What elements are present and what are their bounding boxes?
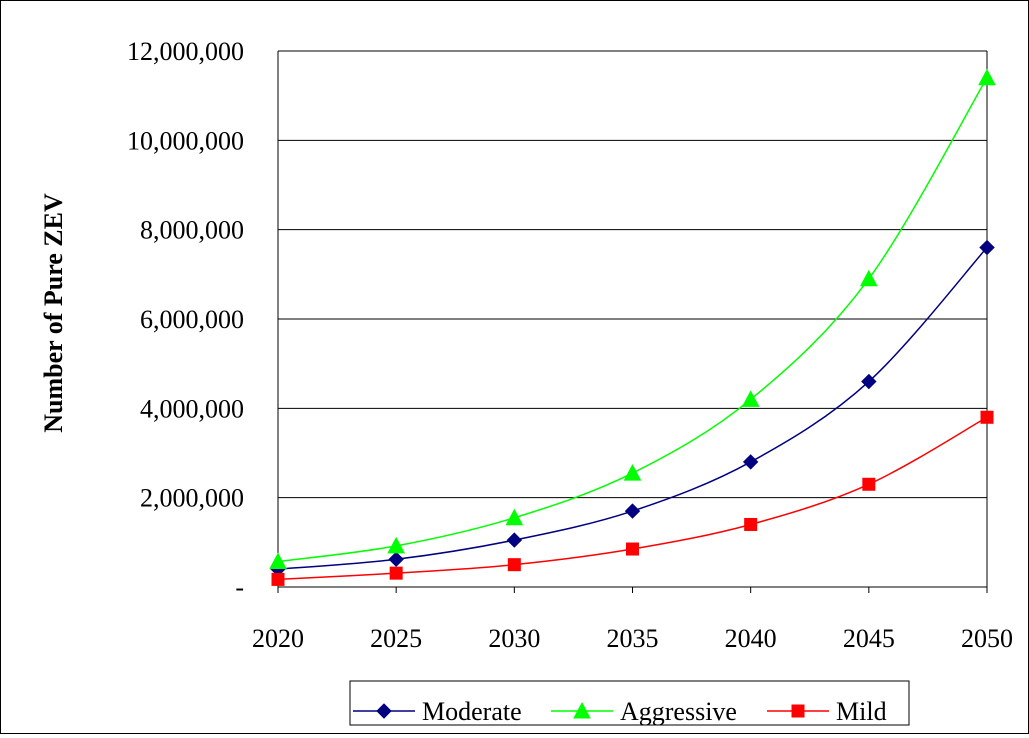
square-marker bbox=[389, 566, 403, 580]
square-marker bbox=[862, 477, 876, 491]
legend-box bbox=[349, 680, 910, 726]
legend-square-marker bbox=[791, 704, 805, 718]
square-marker bbox=[744, 517, 758, 531]
triangle-marker bbox=[269, 552, 287, 570]
triangle-marker bbox=[623, 464, 642, 481]
legend-item-mild: Mild bbox=[767, 697, 887, 726]
series bbox=[269, 68, 996, 586]
x-tick-label: 2035 bbox=[607, 624, 659, 653]
x-tick-labels: 2020 2025 2030 2035 2040 2045 2050 bbox=[252, 587, 1013, 653]
legend-label: Mild bbox=[836, 697, 887, 726]
x-tick-label: 2045 bbox=[843, 624, 895, 653]
x-tick-label: 2050 bbox=[961, 624, 1013, 653]
legend-triangle-marker bbox=[573, 701, 591, 719]
legend-item-moderate: Moderate bbox=[353, 697, 522, 726]
diamond-marker bbox=[979, 239, 995, 256]
square-marker bbox=[507, 558, 521, 572]
x-tick-label: 2025 bbox=[370, 624, 422, 653]
gridlines bbox=[278, 50, 987, 499]
series-mild bbox=[271, 410, 994, 586]
square-marker bbox=[626, 542, 639, 556]
diamond-marker bbox=[861, 373, 877, 390]
legend: Moderate Aggressive Mild bbox=[349, 680, 910, 726]
triangle-marker bbox=[741, 390, 760, 407]
square-marker bbox=[980, 410, 994, 424]
legend-label: Moderate bbox=[422, 697, 522, 726]
triangle-marker bbox=[387, 536, 405, 554]
triangle-marker bbox=[978, 68, 996, 86]
y-tick-label: 6,000,000 bbox=[140, 305, 244, 334]
y-tick-label: 12,000,000 bbox=[127, 37, 244, 66]
y-axis-label: Number of Pure ZEV bbox=[39, 193, 68, 433]
x-tick-label: 2020 bbox=[252, 624, 304, 653]
y-tick-label: 4,000,000 bbox=[140, 394, 244, 423]
diamond-marker bbox=[624, 503, 641, 519]
diamond-marker bbox=[388, 551, 404, 568]
x-tick-label: 2040 bbox=[725, 624, 777, 653]
series-aggressive bbox=[269, 68, 996, 570]
diamond-marker bbox=[506, 532, 523, 548]
legend-diamond-marker bbox=[376, 703, 392, 719]
y-tick-labels: - 2,000,000 4,000,000 6,000,000 8,000,000 10,… bbox=[127, 37, 244, 602]
legend-label: Aggressive bbox=[620, 697, 737, 726]
diamond-marker bbox=[742, 454, 759, 470]
series-line bbox=[277, 77, 988, 563]
triangle-marker bbox=[505, 508, 524, 526]
y-tick-label: 10,000,000 bbox=[127, 126, 244, 155]
y-tick-label: 2,000,000 bbox=[140, 484, 244, 513]
triangle-marker bbox=[859, 269, 878, 287]
legend-item-aggressive: Aggressive bbox=[551, 697, 737, 726]
square-marker bbox=[271, 572, 285, 586]
y-tick-label: 8,000,000 bbox=[140, 216, 244, 245]
y-tick-label: - bbox=[235, 573, 244, 602]
x-tick-label: 2030 bbox=[488, 624, 540, 653]
